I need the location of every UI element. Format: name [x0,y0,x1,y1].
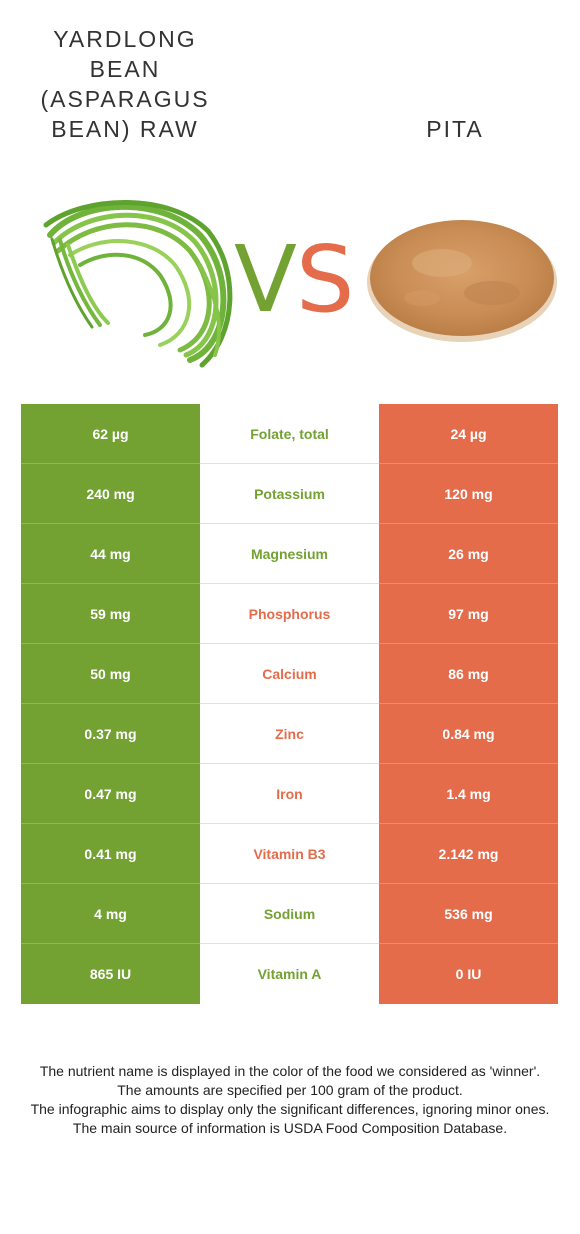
left-food-value: 0.41 mg [21,824,200,884]
nutrient-name: Sodium [200,884,379,944]
nutrient-name: Phosphorus [200,584,379,644]
nutrient-name: Iron [200,764,379,824]
table-row: 0.37 mg Zinc 0.84 mg [21,704,558,764]
right-food-value: 2.142 mg [379,824,558,884]
left-food-value: 59 mg [21,584,200,644]
left-food-value: 0.37 mg [21,704,200,764]
yardlong-bean-image [43,200,233,368]
table-row: 59 mg Phosphorus 97 mg [21,584,558,644]
table-row: 50 mg Calcium 86 mg [21,644,558,704]
right-food-value: 24 µg [379,404,558,464]
table-row: 0.47 mg Iron 1.4 mg [21,764,558,824]
right-food-value: 26 mg [379,524,558,584]
table-row: 62 µg Folate, total 24 µg [21,404,558,464]
left-food-value: 4 mg [21,884,200,944]
footer-line-source: The main source of information is USDA F… [72,1120,508,1136]
right-food-value: 97 mg [379,584,558,644]
nutrient-comparison-table: 62 µg Folate, total 24 µg 240 mg Potassium 12… [21,404,558,1004]
right-food-value: 536 mg [379,884,558,944]
nutrient-name: Vitamin A [200,944,379,1004]
left-food-value: 50 mg [21,644,200,704]
left-food-value: 62 µg [21,404,200,464]
table-row: 44 mg Magnesium 26 mg [21,524,558,584]
left-food-title: YARDLONG BEAN (ASPARAGUS BEAN) RAW [40,26,210,142]
nutrient-name: Magnesium [200,524,379,584]
vs-label: V S [234,226,354,325]
left-food-value: 865 IU [21,944,200,1004]
footer-notes: The nutrient name is displayed in the co… [20,1062,560,1138]
nutrient-name: Calcium [200,644,379,704]
nutrient-name: Vitamin B3 [200,824,379,884]
right-food-value: 0 IU [379,944,558,1004]
footer-line-aims: The infographic aims to display only the… [30,1101,550,1117]
right-food-value: 1.4 mg [379,764,558,824]
left-food-value: 0.47 mg [21,764,200,824]
vs-s-letter: S [296,226,354,325]
table-row: 4 mg Sodium 536 mg [21,884,558,944]
right-food-value: 0.84 mg [379,704,558,764]
right-food-value: 86 mg [379,644,558,704]
nutrient-name: Folate, total [200,404,379,464]
nutrient-name: Zinc [200,704,379,764]
table-row: 240 mg Potassium 120 mg [21,464,558,524]
pita-image [367,220,557,342]
vs-v-letter: V [234,226,297,325]
left-food-value: 240 mg [21,464,200,524]
footer-line-amounts: The amounts are specified per 100 gram o… [117,1082,463,1098]
right-food-title: PITA [426,116,484,142]
nutrient-name: Potassium [200,464,379,524]
left-food-value: 44 mg [21,524,200,584]
comparison-header: YARDLONG BEAN (ASPARAGUS BEAN) RAW PITA … [0,0,580,400]
table-row: 0.41 mg Vitamin B3 2.142 mg [21,824,558,884]
right-food-value: 120 mg [379,464,558,524]
footer-line-winner: The nutrient name is displayed in the co… [39,1063,541,1079]
